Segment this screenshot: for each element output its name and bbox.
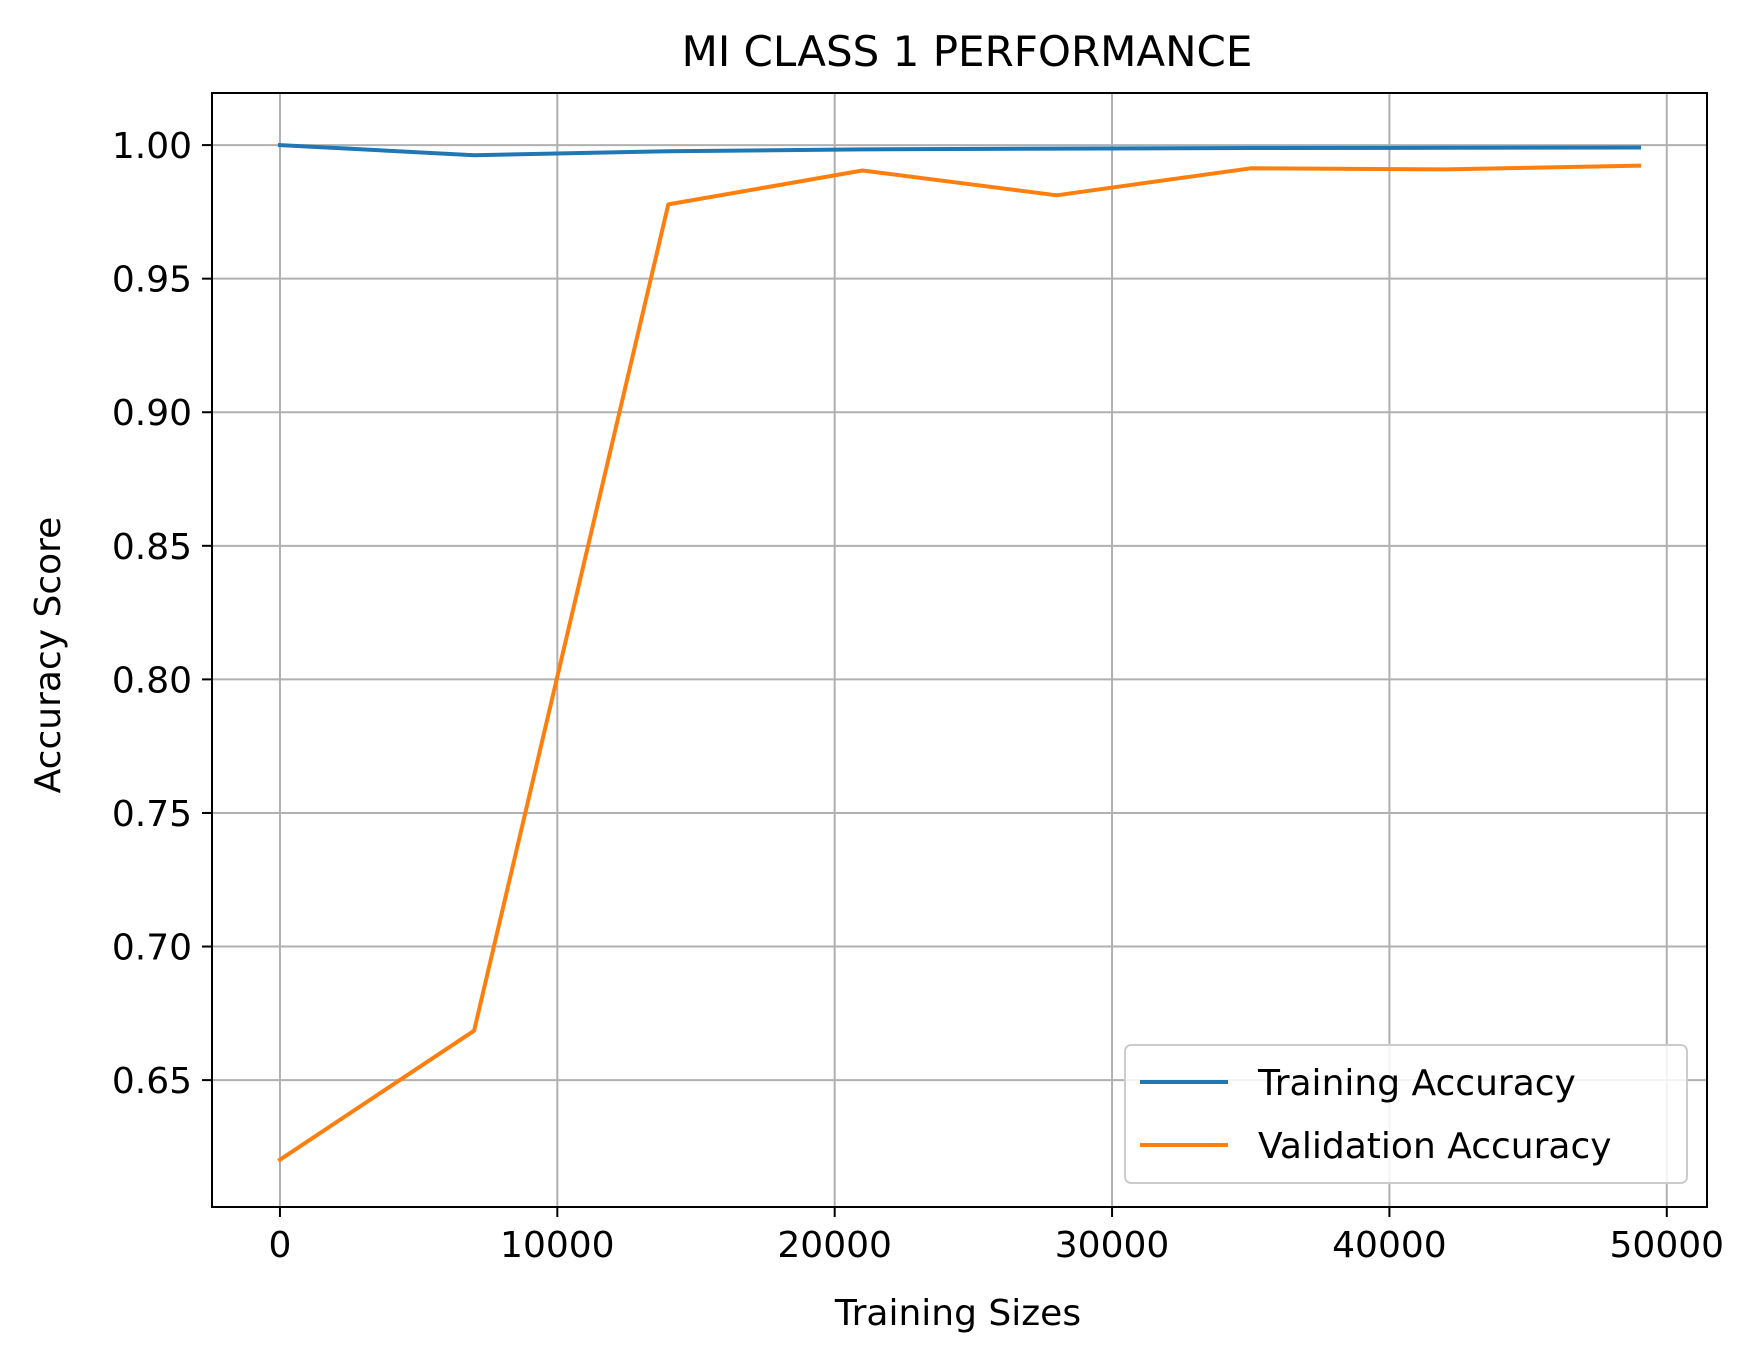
x-axis-label: Training Sizes [834, 1293, 1081, 1334]
y-tick-label: 0.75 [112, 794, 192, 835]
y-tick-label: 0.95 [112, 260, 192, 301]
y-tick-label: 0.85 [112, 527, 192, 568]
legend-box [1124, 1044, 1688, 1184]
x-tick-label: 0 [269, 1225, 292, 1266]
grid [212, 93, 1707, 1207]
x-axis: 0 10000 20000 30000 40000 50000 [269, 1207, 1725, 1266]
chart-title: MI CLASS 1 PERFORMANCE [682, 27, 1253, 76]
legend-label-validation: Validation Accuracy [1258, 1126, 1612, 1167]
legend-label-training: Training Accuracy [1257, 1063, 1576, 1104]
series-line-training [277, 142, 1642, 158]
y-tick-label: 0.90 [112, 393, 192, 434]
y-tick-label: 0.65 [112, 1061, 192, 1102]
x-tick-label: 20000 [777, 1225, 892, 1266]
y-axis-label: Accuracy Score [28, 517, 69, 794]
series-lines [277, 142, 1642, 1163]
x-tick-label: 30000 [1055, 1225, 1170, 1266]
x-tick-label: 50000 [1610, 1225, 1725, 1266]
y-tick-label: 0.70 [112, 928, 192, 969]
y-tick-label: 1.00 [112, 126, 192, 167]
x-tick-label: 10000 [500, 1225, 615, 1266]
x-tick-label: 40000 [1332, 1225, 1447, 1266]
y-tick-label: 0.80 [112, 660, 192, 701]
y-axis: 0.65 0.70 0.75 0.80 0.85 0.90 0.95 1.00 [112, 126, 212, 1102]
series-line-validation [277, 163, 1642, 1163]
legend: Training Accuracy Validation Accuracy [1124, 1044, 1688, 1184]
plot-frame [211, 92, 1708, 1208]
